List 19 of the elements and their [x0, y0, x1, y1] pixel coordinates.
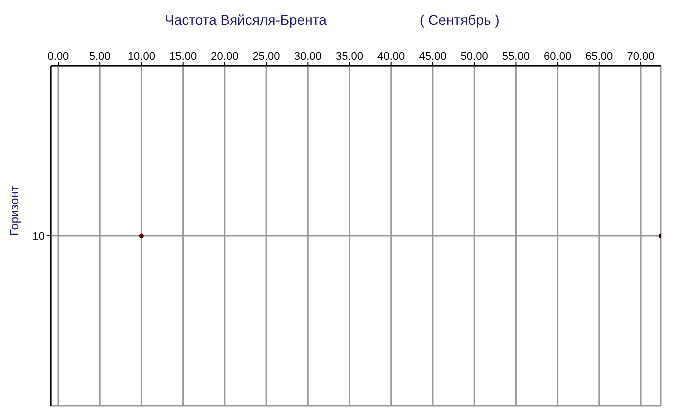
- x-tick-label: 15.00: [170, 51, 198, 63]
- x-tick-label: 10.00: [128, 51, 156, 63]
- x-tick-label: 55.00: [502, 51, 530, 63]
- x-tick-label: 20.00: [211, 51, 239, 63]
- x-tick-label: 35.00: [336, 51, 364, 63]
- x-tick-label: 30.00: [294, 51, 322, 63]
- x-tick-label: 0.00: [48, 51, 70, 63]
- x-tick-label: 60.00: [544, 51, 572, 63]
- x-tick-label: 5.00: [89, 51, 111, 63]
- x-tick-label: 25.00: [252, 51, 280, 63]
- chart-subtitle: ( Сентябрь ): [420, 12, 500, 28]
- x-tick-label: 70.00: [627, 51, 655, 63]
- y-tick-label: 10: [32, 230, 45, 243]
- x-tick-label: 45.00: [419, 51, 447, 63]
- x-tick-label: 40.00: [378, 51, 406, 63]
- chart-title: Частота Вяйсяля-Брента: [165, 12, 327, 28]
- x-tick-label: 50.00: [460, 51, 488, 63]
- x-tick-label: 65.00: [586, 51, 614, 63]
- y-axis-title: Горизонт: [7, 186, 22, 236]
